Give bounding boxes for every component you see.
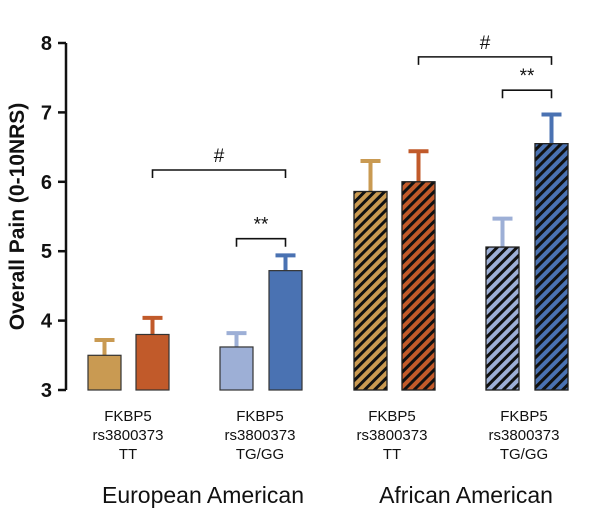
- y-tick-label: 8: [41, 33, 52, 55]
- x-axis-labels: FKBP5 rs3800373 TT FKBP5 rs3800373 TG/GG FKBP5…: [93, 408, 560, 508]
- bar: [135, 333, 170, 391]
- group-label-line: FKBP5: [500, 408, 548, 425]
- group-label-line: TT: [383, 446, 401, 463]
- significance-bracket: **: [501, 66, 553, 99]
- bar-group: [87, 338, 122, 391]
- group-label-line: rs3800373: [357, 427, 428, 444]
- bracket-line: [235, 237, 287, 247]
- significance-label: **: [520, 66, 535, 87]
- group-label-line: TG/GG: [236, 446, 284, 463]
- bracket-line: [501, 89, 553, 99]
- population-label: European American: [102, 482, 304, 508]
- bracket-line: [417, 56, 553, 65]
- bar-hatch: [353, 190, 388, 391]
- bar-group: [219, 331, 254, 391]
- bar: [268, 270, 303, 391]
- bar-group: [268, 253, 303, 391]
- bar-group: [353, 158, 388, 391]
- bar: [87, 354, 122, 391]
- group-label-line: rs3800373: [489, 427, 560, 444]
- significance-bracket: #: [151, 146, 287, 179]
- y-tick-label: 3: [41, 380, 52, 402]
- bar-group: [485, 216, 520, 391]
- y-tick-label: 7: [41, 102, 52, 124]
- y-tick-label: 4: [41, 311, 53, 333]
- group-label-line: rs3800373: [225, 427, 296, 444]
- y-axis-title: Overall Pain (0-10NRS): [6, 103, 29, 331]
- significance-label: **: [254, 215, 269, 236]
- significance-label: #: [480, 33, 491, 54]
- significance-bracket: **: [235, 215, 287, 247]
- bar-hatch: [401, 181, 436, 391]
- y-axis: 3 4 5 6 7 8 Overall Pain (0-10NRS): [6, 33, 68, 402]
- significance-label: #: [214, 146, 225, 167]
- group-label-line: FKBP5: [236, 408, 284, 425]
- group-label-line: FKBP5: [368, 408, 416, 425]
- group-label-line: rs3800373: [93, 427, 164, 444]
- significance-bracket: #: [417, 33, 553, 65]
- y-tick-label: 6: [41, 172, 52, 194]
- bar-group: [401, 149, 436, 391]
- group-label-line: TT: [119, 446, 137, 463]
- population-label: African American: [379, 482, 553, 508]
- bar-group: [135, 315, 170, 391]
- bars: [87, 112, 569, 391]
- bar-hatch: [485, 246, 520, 391]
- y-tick-label: 5: [41, 241, 52, 263]
- group-label-line: FKBP5: [104, 408, 152, 425]
- bar: [219, 346, 254, 391]
- significance-annotations: # ** # **: [151, 33, 553, 247]
- bar-hatch: [534, 143, 569, 391]
- group-label-line: TG/GG: [500, 446, 548, 463]
- bar-group: [534, 112, 569, 391]
- bracket-line: [151, 169, 287, 179]
